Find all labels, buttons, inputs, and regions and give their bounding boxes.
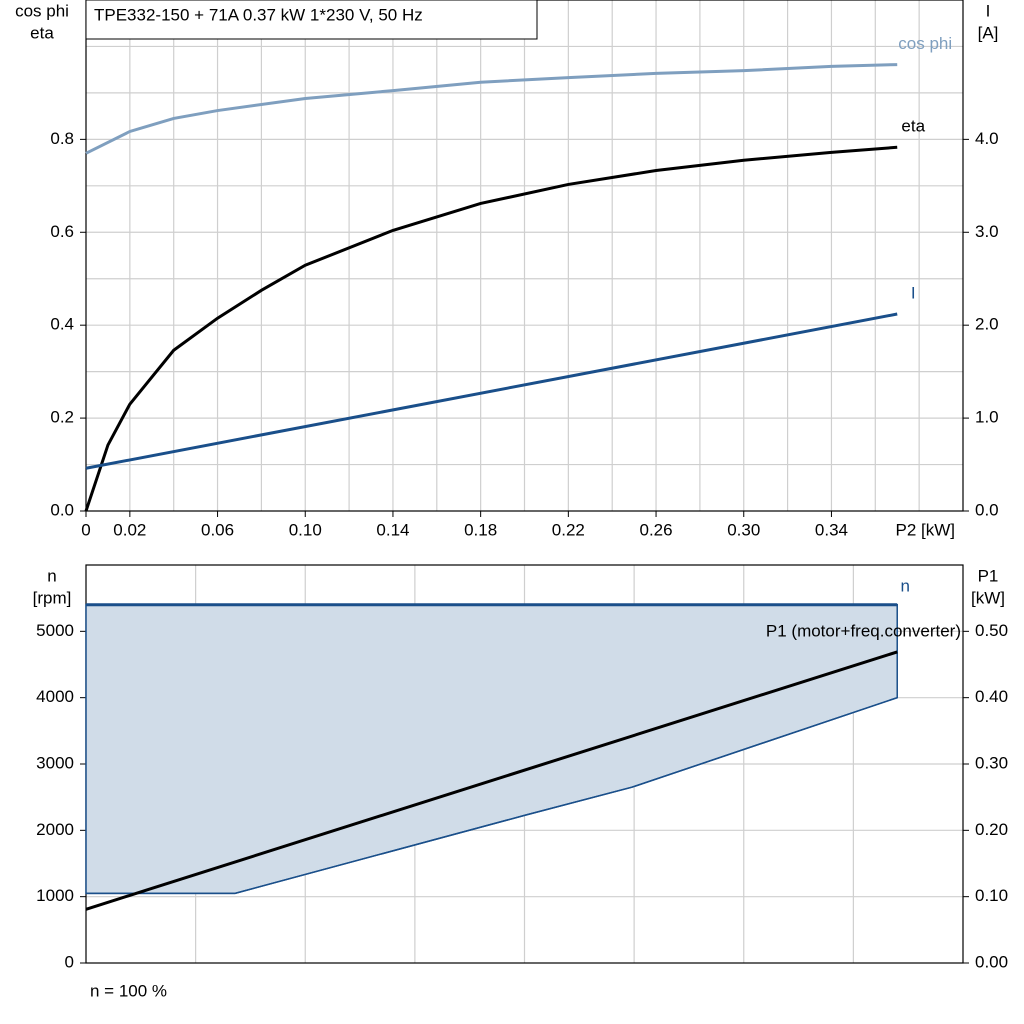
y-tick-label: 0.6: [50, 222, 74, 241]
x-tick-label: 0.06: [201, 520, 234, 539]
series-label: cos phi: [898, 34, 952, 53]
series-line: [85, 63, 898, 155]
x-tick-label: 0.30: [727, 520, 760, 539]
x-axis-label: P2 [kW]: [895, 520, 955, 539]
y2-axis-label: P1: [978, 566, 999, 585]
series-line: [85, 650, 898, 911]
y2-tick-label: 0.0: [975, 500, 999, 519]
series-line: [85, 312, 898, 470]
y2-tick-label: 1.0: [975, 408, 999, 427]
x-tick-label: 0.26: [640, 520, 673, 539]
y2-tick-label: 0.00: [975, 952, 1008, 971]
y2-tick-label: 0.50: [975, 621, 1008, 640]
y-axis-label: n: [47, 566, 56, 585]
y2-tick-label: 2.0: [975, 315, 999, 334]
x-tick-label: 0.14: [376, 520, 409, 539]
y2-axis-label: [kW]: [971, 588, 1005, 607]
area-fill: [85, 604, 898, 895]
chart-title: TPE332-150 + 71A 0.37 kW 1*230 V, 50 Hz: [94, 5, 423, 24]
y-axis-label: [rpm]: [33, 588, 72, 607]
y2-axis-label: I: [986, 1, 991, 20]
series-label: eta: [901, 117, 925, 136]
plot-frame: [85, 0, 964, 512]
series-label: I: [911, 284, 916, 303]
note: n = 100 %: [90, 981, 167, 1000]
series-label: P1 (motor+freq.converter): [766, 621, 961, 640]
y-tick-label: 1000: [36, 886, 74, 905]
y-tick-label: 0: [65, 952, 74, 971]
y2-tick-label: 0.10: [975, 886, 1008, 905]
y-tick-label: 0.0: [50, 500, 74, 519]
y2-axis-label: [A]: [978, 23, 999, 42]
x-tick-label: 0.02: [113, 520, 146, 539]
y-tick-label: 0.4: [50, 315, 74, 334]
y2-tick-label: 3.0: [975, 222, 999, 241]
x-tick-label: 0.18: [464, 520, 497, 539]
x-tick-label: 0.22: [552, 520, 585, 539]
y2-tick-label: 0.40: [975, 687, 1008, 706]
y2-tick-label: 0.20: [975, 820, 1008, 839]
series-line: [84, 145, 898, 512]
title-box: [85, 0, 538, 40]
y-tick-label: 0.8: [50, 129, 74, 148]
y-tick-label: 2000: [36, 820, 74, 839]
y-tick-label: 4000: [36, 687, 74, 706]
series-lower-line: [86, 696, 898, 895]
y-tick-label: 3000: [36, 753, 74, 772]
y-tick-label: 0.2: [50, 408, 74, 427]
y2-tick-label: 0.30: [975, 753, 1008, 772]
y-axis-label: eta: [30, 23, 54, 42]
x-tick-label: 0.34: [815, 520, 848, 539]
x-tick-label: 0.10: [289, 520, 322, 539]
y-axis-label: cos phi: [15, 1, 69, 20]
y2-tick-label: 4.0: [975, 129, 999, 148]
series-label: n: [900, 576, 909, 595]
x-tick-label: 0: [81, 520, 90, 539]
y-tick-label: 5000: [36, 621, 74, 640]
